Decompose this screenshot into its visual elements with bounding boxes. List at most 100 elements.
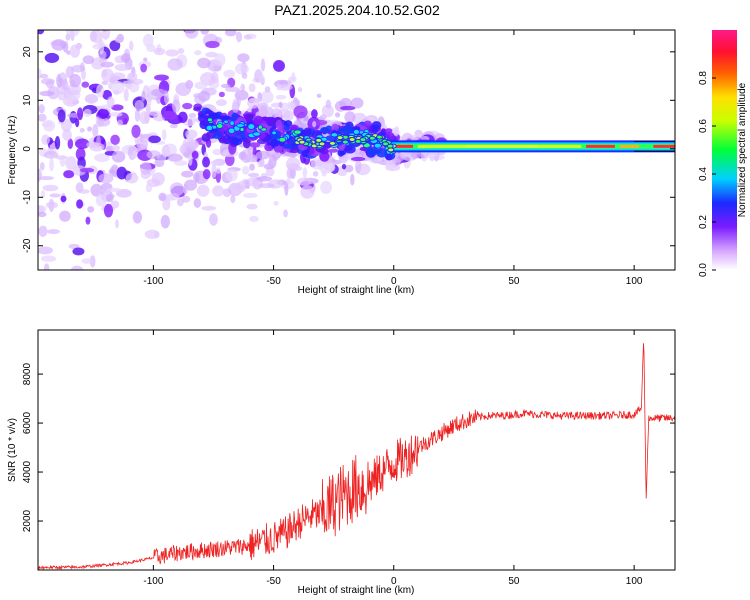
spectrogram-cell [72,165,87,176]
spectrogram-cell [38,211,47,218]
spectrogram-cell [234,63,249,75]
spectrogram-cell [341,139,349,145]
spectrogram-cell [65,156,77,170]
spectrogram-cell [167,58,183,71]
snr-x-ticks: -100 -50 0 50 100 [143,330,643,587]
spectrogram-cell [193,92,204,99]
spectrogram-cell [69,44,81,58]
spectrogram-cell [202,169,211,180]
spectrogram-cell [283,143,293,150]
spectrogram-cell [325,99,332,109]
spectrogram-cell [211,164,217,178]
spectrogram-cell [319,127,330,134]
band-hotspot [393,144,413,148]
spectrogram-cell [175,82,192,96]
spectrogram-cell [78,7,94,13]
spectrogram-cell [200,30,210,35]
spectrogram-cell [128,72,138,82]
spectrogram-cell [201,133,211,142]
spectrogram-cell [57,109,66,123]
spectrogram-cell [303,127,312,137]
spectrogram-cell [90,183,103,197]
spectrogram-cell [205,40,220,49]
spectrogram-cell [38,113,47,122]
spectrogram-cell [385,154,393,161]
spectrogram-cell [91,30,103,44]
spectrogram-cell [129,40,134,51]
spectrogram-cell [132,211,143,224]
spectrogram-cell [196,184,210,197]
spectrogram-cell [340,105,356,111]
spectrogram-cell [84,94,99,104]
spectrogram-cell [264,86,271,93]
spectrogram-cell [350,97,364,109]
spectrogram-cell [171,99,181,113]
spectrogram-cell [315,137,323,143]
spectrogram-cell [83,108,92,118]
snr-y-tick-label: 6000 [22,412,33,435]
snr-y-tick-label: 4000 [22,460,33,483]
spectrogram-cell [87,206,95,213]
spectrogram-cell [218,137,227,144]
spectrogram-cell [252,131,261,137]
spectrogram-cell [242,192,258,199]
snr-y-tick-label: 2000 [22,509,33,532]
spectrogram-cell [100,104,112,110]
spectrogram-cell [278,136,287,143]
spectrogram-cell [271,130,277,136]
spectrogram-cell [193,198,202,208]
spectrogram-cell [134,99,145,112]
spectrogram-cell [69,73,82,88]
spectrogram-cell [42,184,59,192]
snr-x-tick-label: 100 [626,576,643,587]
spectrogram-cell [43,119,56,132]
spectrogram-cell [321,104,334,118]
spectrogram-cell [283,109,294,121]
spectrogram-cell [38,246,53,255]
spectrogram-cell [260,90,274,104]
spectrogram-cell [173,160,188,166]
spectrogram-cell [258,183,275,189]
spectrogram-cell [105,194,114,203]
spectrogram-cell [81,81,90,88]
spectrogram-cell [216,167,221,174]
spectrogram-cell [144,229,160,240]
spectrogram-cell [202,156,210,168]
spectrogram-cell [375,134,383,140]
spectrogram-cell [161,129,167,141]
spectrogram-cell [114,36,124,44]
spectrogram-cell [39,90,55,97]
spectrogram-cell [78,189,90,194]
spectrogram-cell [344,111,356,124]
spectrogram-cell [328,148,339,153]
spectrogram-cell [194,50,202,56]
spectrogram-y-tick-label: 10 [22,94,33,106]
colorbar-label: Normalized spectral amplitude [737,82,748,217]
band-hotspot [537,144,582,148]
spectrogram-cell [278,83,293,91]
snr-panel: -100 -50 0 50 100 2000 4000 6000 8000 Height of… [7,329,676,596]
spectrogram-cell [154,74,169,81]
spectrogram-cell [247,145,254,155]
spectrogram-cell [79,127,85,133]
spectrogram-cell [256,176,273,182]
spectrogram-cell [297,86,303,93]
spectrogram-cell [334,112,341,118]
colorbar-tick-label: 0.2 [698,215,709,229]
spectrogram-cell [169,182,185,197]
snr-frame [37,329,676,571]
spectrogram-cell [45,79,55,89]
spectrogram-cell [44,52,60,63]
spectrogram-cell [366,146,379,156]
spectrogram-cell [165,49,179,57]
spectrogram-cell [410,151,422,159]
spectrogram-cell [204,109,213,115]
spectrogram-cell [131,124,141,138]
spectrogram-cell [298,139,306,145]
spectrogram-cell [194,81,208,90]
spectrogram-cell [59,71,66,79]
spectrogram-cell [111,104,124,111]
spectrogram-cell [120,0,125,4]
spectrogram-cell [89,255,96,268]
spectrogram-cell [184,30,199,39]
